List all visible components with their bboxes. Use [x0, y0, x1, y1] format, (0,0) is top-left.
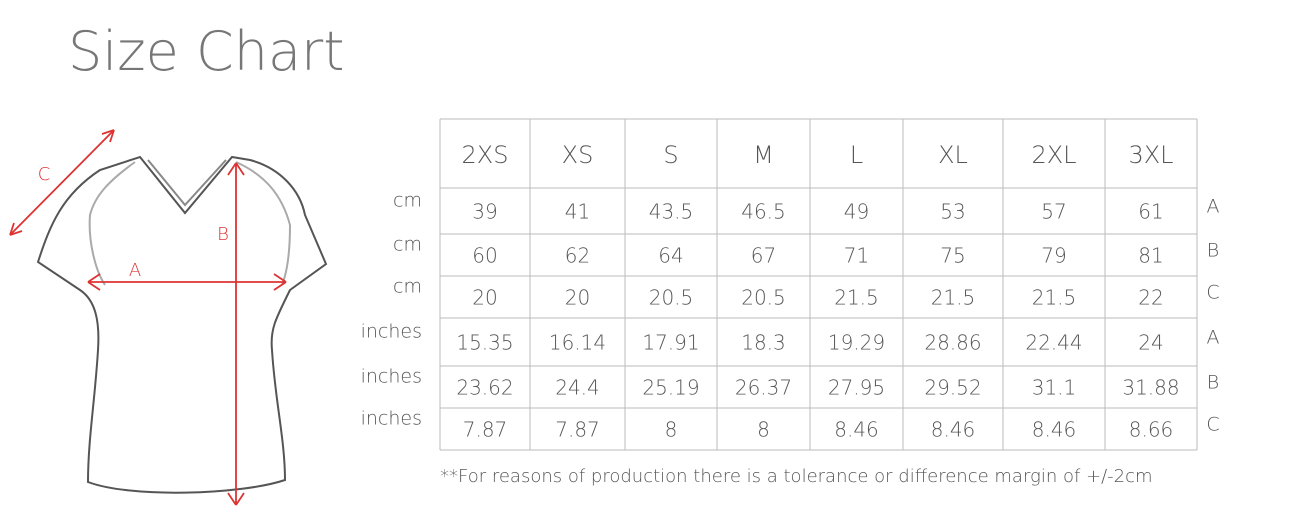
table-cell: 41: [565, 200, 590, 224]
unit-label: inches: [361, 408, 422, 430]
table-cell: 21.5: [931, 286, 976, 310]
table-cell: 16.14: [549, 331, 606, 355]
column-header: 2XL: [1031, 141, 1076, 169]
table-cell: 20: [565, 286, 590, 310]
table-cell: 57: [1041, 200, 1066, 224]
column-header: L: [850, 141, 863, 169]
table-cell: 8.46: [1032, 418, 1077, 442]
measure-label: B: [1207, 240, 1219, 262]
table-cell: 22.44: [1025, 331, 1082, 355]
table-cell: 20: [472, 286, 497, 310]
table-cell: 20.5: [741, 286, 786, 310]
diagram-label: B: [217, 224, 229, 245]
table-cell: 29.52: [924, 376, 981, 400]
table-cell: 81: [1138, 244, 1163, 268]
column-header: XL: [938, 141, 968, 169]
table-cell: 25.19: [642, 376, 699, 400]
table-cell: 67: [751, 244, 776, 268]
table-cell: 71: [844, 244, 869, 268]
table-cell: 43.5: [649, 200, 694, 224]
table-cell: 31.88: [1122, 376, 1179, 400]
table-cell: 62: [565, 244, 590, 268]
diagram-labels: C B A: [38, 164, 229, 281]
measure-label: C: [1206, 282, 1219, 304]
table-cell: 7.87: [555, 418, 600, 442]
shirt-outline: [36, 155, 328, 494]
measure-arrows: [9, 129, 287, 506]
unit-label: cm: [393, 276, 422, 298]
measure-label: B: [1207, 372, 1219, 394]
table-cell: 18.3: [741, 331, 786, 355]
table-cell: 27.95: [828, 376, 885, 400]
table-cell: 75: [940, 244, 965, 268]
table-cell: 53: [940, 200, 965, 224]
footnote: **For reasons of production there is a t…: [440, 466, 1153, 487]
table-cell: 46.5: [741, 200, 786, 224]
table-cell: 7.87: [463, 418, 508, 442]
table-cell: 60: [472, 244, 497, 268]
column-header: 2XS: [462, 141, 509, 169]
unit-label: cm: [393, 190, 422, 212]
table-cell: 8.46: [931, 418, 976, 442]
unit-label: inches: [361, 366, 422, 388]
measure-label: C: [1206, 414, 1219, 436]
table-cell: 8.46: [834, 418, 879, 442]
table-cell: 31.1: [1032, 376, 1077, 400]
column-header: 3XL: [1128, 141, 1173, 169]
table-cell: 15.35: [456, 331, 513, 355]
table-cell: 22: [1138, 286, 1163, 310]
table-cell: 21.5: [834, 286, 879, 310]
table-cell: 64: [658, 244, 683, 268]
table-cell: 17.91: [642, 331, 699, 355]
diagram-label: A: [129, 260, 141, 281]
title: Size Chart: [68, 20, 344, 83]
measure-label: A: [1207, 327, 1220, 349]
table-cell: 26.37: [735, 376, 792, 400]
table-cell: 8: [757, 418, 770, 442]
table-cell: 24.4: [555, 376, 600, 400]
table-cell: 19.29: [828, 331, 885, 355]
unit-label: cm: [393, 234, 422, 256]
table-cell: 28.86: [924, 331, 981, 355]
column-header: S: [663, 141, 678, 169]
table-cell: 24: [1138, 331, 1163, 355]
table: 2XS XS S M L XL 2XL 3XL cm A 39 41 43.5 46.5 49 53 57 61 c…: [361, 118, 1220, 451]
unit-label: inches: [361, 321, 422, 343]
table-cell: 49: [844, 200, 869, 224]
table-cell: 21.5: [1032, 286, 1077, 310]
table-cell: 61: [1138, 200, 1163, 224]
table-cell: 39: [472, 200, 497, 224]
table-cell: 8: [665, 418, 678, 442]
table-cell: 8.66: [1129, 418, 1174, 442]
measure-label: A: [1207, 196, 1220, 218]
column-header: M: [753, 141, 774, 169]
column-header: XS: [562, 141, 594, 169]
table-cell: 79: [1041, 244, 1066, 268]
table-cell: 20.5: [649, 286, 694, 310]
table-cell: 23.62: [456, 376, 513, 400]
diagram-label: C: [38, 164, 51, 185]
